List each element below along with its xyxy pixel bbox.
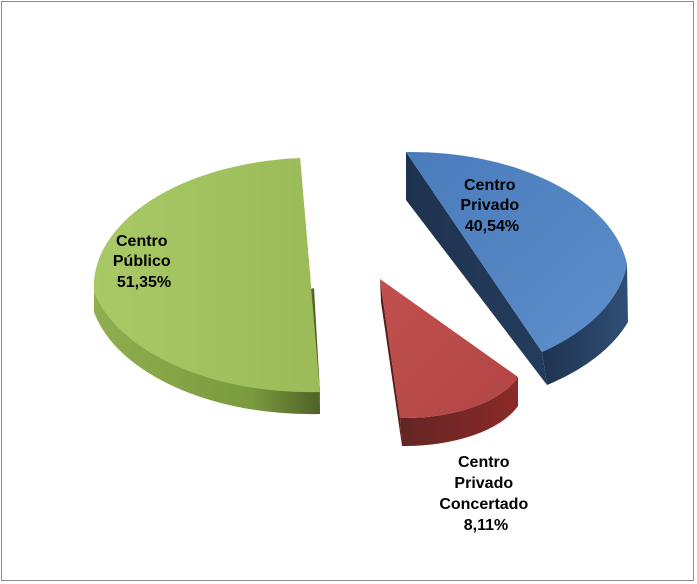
- label-publico-value: 51,35%: [117, 274, 171, 291]
- label-concertado-line-3: Concertado: [439, 496, 528, 513]
- label-publico-line-2: Público: [113, 253, 171, 270]
- slice-centro-publico: Centro Público 51,35%: [93, 158, 320, 415]
- label-concertado: Centro Privado Concertado 8,11%: [439, 454, 532, 534]
- slice-concertado-left-cut: [380, 279, 402, 446]
- label-concertado-value: 8,11%: [464, 517, 508, 534]
- slice-concertado-side: [400, 377, 518, 447]
- slice-privado-side: [542, 264, 628, 385]
- label-privado-line-1: Centro: [464, 177, 516, 194]
- slice-publico-top: [93, 158, 320, 393]
- label-publico-line-1: Centro: [116, 233, 168, 250]
- label-privado-line-2: Privado: [460, 197, 519, 214]
- label-privado: Centro Privado 40,54%: [460, 177, 523, 235]
- slice-privado-cut: [406, 152, 547, 385]
- label-concertado-line-1: Centro: [458, 454, 510, 471]
- slice-privado-top: [406, 151, 627, 352]
- label-privado-value: 40,54%: [465, 218, 519, 235]
- slice-concertado-top: [380, 279, 518, 419]
- slice-centro-privado: Centro Privado 40,54%: [406, 151, 628, 385]
- slice-centro-concertado: Centro Privado Concertado 8,11%: [380, 279, 532, 534]
- label-publico: Centro Público 51,35%: [113, 233, 175, 291]
- label-concertado-line-2: Privado: [454, 475, 513, 492]
